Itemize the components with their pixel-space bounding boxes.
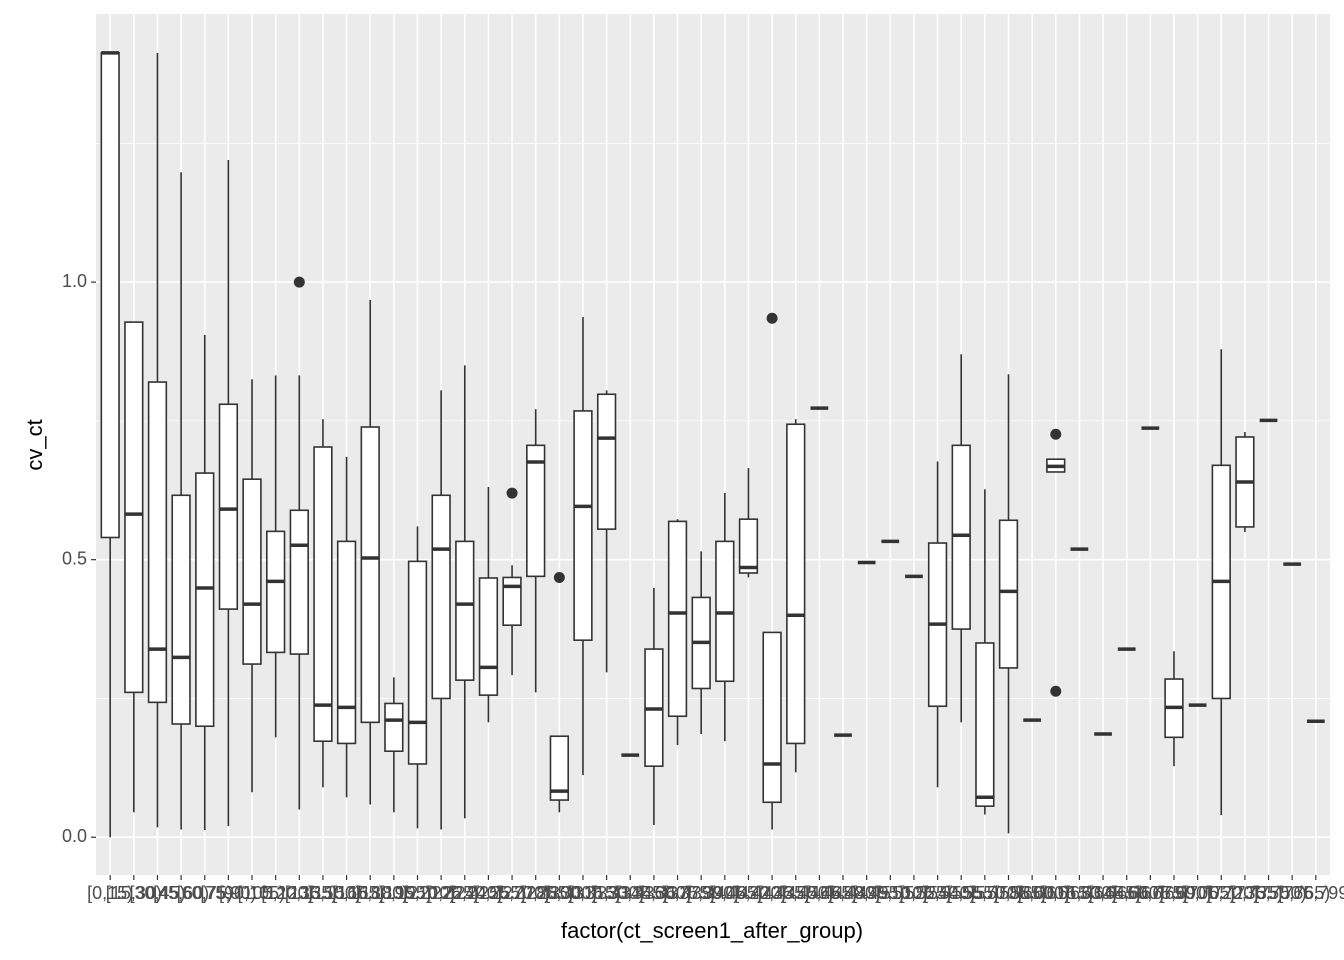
box [336,540,357,745]
x-tick-label: [360,375) [640,883,716,903]
box [786,423,806,745]
y-tick-label: 0.5 [62,548,87,568]
box [526,444,546,578]
x-tick-label: [105,120) [238,883,314,903]
box [738,518,759,574]
x-tick-label: [375,390) [663,883,739,903]
box [147,381,168,704]
outlier [1050,685,1062,697]
x-axis-title: factor(ct_screen1_after_group) [561,918,863,943]
x-tick-label: [15,30) [106,883,162,903]
x-tick-label: [765,799] [1278,883,1344,903]
x-tick-label: [60,75) [177,883,233,903]
box [289,509,309,655]
x-tick-label: [615,630) [1041,883,1117,903]
x-tick-label: [750,765) [1254,883,1330,903]
box [998,519,1019,669]
box [124,321,144,694]
x-tick-label: [600,615) [1018,883,1094,903]
y-tick-label: 0.0 [62,826,87,846]
x-tick-label: [210,225) [403,883,479,903]
x-tick-label: [555,570) [947,883,1023,903]
x-tick-label: [330,345) [592,883,668,903]
x-tick-label: [450,465) [781,883,857,903]
x-tick-label: [570,585) [970,883,1046,903]
x-tick-label: [465,480) [805,883,881,903]
box [195,472,215,728]
x-tick-label: [525,540) [900,883,976,903]
box [431,494,451,700]
outlier [1050,428,1062,440]
box [502,576,522,626]
x-tick-label: [735,750) [1231,883,1307,903]
x-tick-label: [315,330) [569,883,645,903]
box [407,560,428,765]
x-tick-label: [660,675) [1112,883,1188,903]
box [951,444,971,630]
box [384,702,404,753]
x-tick-label: [585,600) [994,883,1070,903]
x-tick-label: [180,195) [356,883,432,903]
outlier [293,276,305,288]
box [313,446,333,743]
outlier [506,487,518,499]
x-tick-label: [270,285) [498,883,574,903]
x-tick-label: [630,645) [1065,883,1141,903]
x-tick-label: [675,690) [1136,883,1212,903]
x-tick-label: [225,240) [427,883,503,903]
x-tick-label: [195,210) [379,883,455,903]
box [218,403,239,610]
x-tick-label: [45,60) [153,883,209,903]
x-tick-label: [690,705) [1160,883,1236,903]
x-tick-label: [420,435) [734,883,810,903]
x-tick-label: [150,165) [309,883,385,903]
box [455,540,475,681]
box [360,426,380,724]
box [478,577,499,696]
box [265,530,286,654]
outlier [553,571,565,583]
x-tick-label: [300,315) [545,883,621,903]
x-tick-label: [0,15) [87,883,133,903]
x-tick-label: [705,720) [1183,883,1259,903]
x-tick-label: [540,555) [923,883,999,903]
box [667,520,688,718]
x-tick-label: [165,180) [332,883,408,903]
x-tick-label: [435,450) [758,883,834,903]
panel [96,14,1330,875]
outlier [766,312,778,324]
box [549,735,570,801]
box [975,642,995,807]
x-tick-label: [285,300) [521,883,597,903]
box [171,494,191,725]
box [242,478,262,665]
x-tick-label: [255,270) [474,883,550,903]
y-tick-label: 1.0 [62,271,87,291]
x-tick-label: [75,90) [200,883,256,903]
box [100,52,120,539]
x-tick-label: [90,105) [219,883,285,903]
x-tick-label: [135,150) [285,883,361,903]
x-tick-label: [645,660) [1089,883,1165,903]
x-tick-label: [345,360) [616,883,692,903]
box [573,410,593,641]
y-axis-title: cv_ct [22,419,47,470]
box [762,631,782,804]
x-tick-label: [30,45) [129,883,185,903]
x-tick-label: [240,255) [450,883,526,903]
box [596,393,617,530]
x-tick-label: [390,405) [687,883,763,903]
x-tick-label: [120,135) [261,883,337,903]
x-tick-label: [480,495) [829,883,905,903]
x-tick-label: [405,420) [710,883,786,903]
x-tick-label: [510,525) [876,883,952,903]
x-tick-label: [720,735) [1207,883,1283,903]
x-tick-label: [495,510) [852,883,928,903]
